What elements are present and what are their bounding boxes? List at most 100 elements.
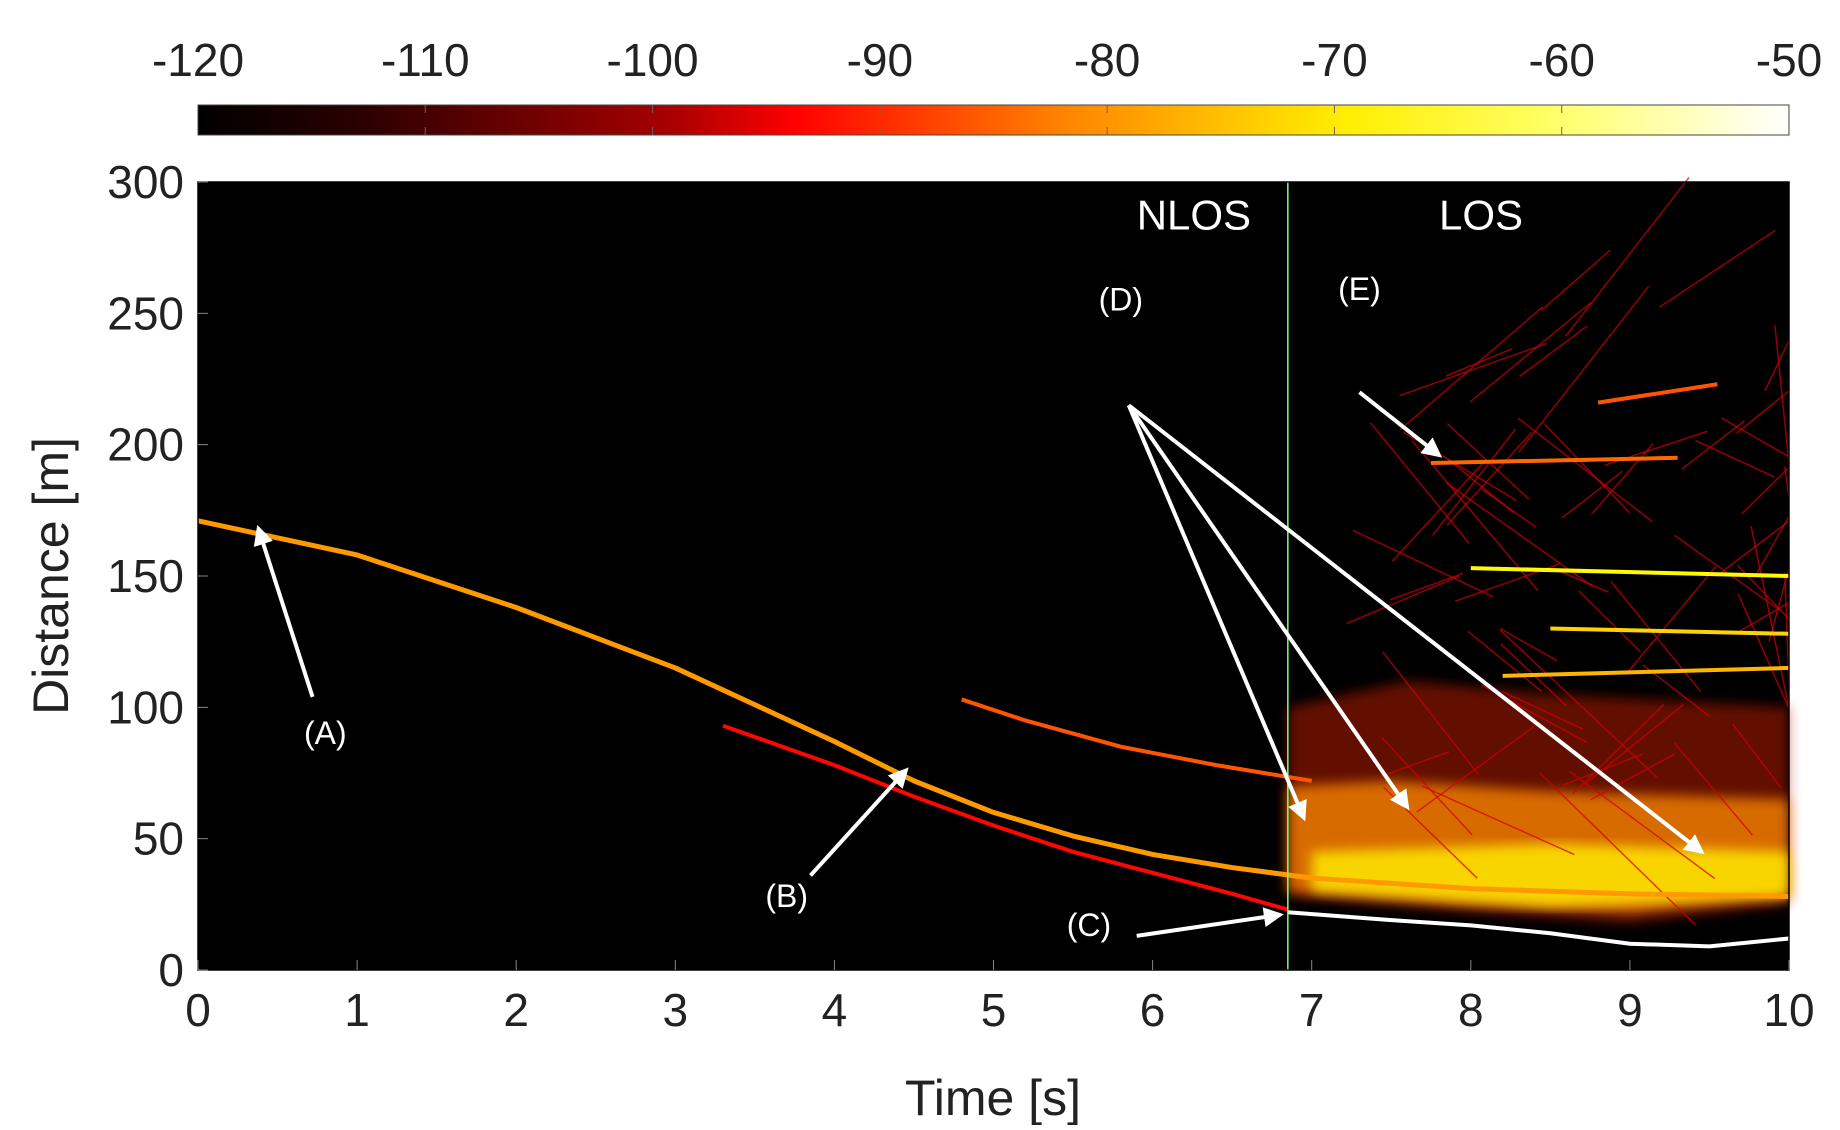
scatter-streak	[1590, 443, 1654, 515]
colorbar-tick-label: -90	[847, 34, 913, 86]
y-tick-label: 250	[107, 287, 184, 339]
scatter-streak	[1658, 229, 1776, 308]
annotation-label: (A)	[304, 715, 347, 751]
annotation-label: (C)	[1067, 907, 1111, 943]
trace-horizontal-E4	[1550, 626, 1790, 636]
colorbar-tick-label: -120	[152, 34, 244, 86]
scatter-streak	[1352, 529, 1494, 598]
colorbar-ticks: -120 -110 -100 -90 -80 -70 -60 -50	[152, 34, 1822, 135]
scatter-streak	[1673, 742, 1753, 836]
colorbar-tick-label: -50	[1756, 34, 1822, 86]
scatter-streak	[1578, 590, 1641, 652]
scatter-streak	[1391, 459, 1487, 562]
annotation-label: (E)	[1338, 271, 1381, 307]
colorbar-tick-label: -80	[1074, 34, 1140, 86]
scatter-streak	[1380, 751, 1450, 778]
scatter-streak	[1681, 420, 1745, 471]
y-tick-label: 0	[158, 944, 184, 996]
scatter-streak	[1469, 301, 1592, 403]
scatter-streak	[1382, 651, 1480, 776]
region-labels: NLOS LOS	[1137, 191, 1523, 238]
annotation-label: (D)	[1099, 282, 1143, 318]
annotation-arrow	[253, 524, 315, 698]
trace-horizontal-E1	[1430, 455, 1678, 466]
annotation-arrow	[1127, 404, 1410, 811]
scatter-streak	[1381, 737, 1473, 836]
scatter-streak	[1737, 593, 1790, 709]
scatter-streak	[1736, 390, 1790, 434]
annotation-arrow	[809, 767, 909, 877]
x-axis-label: Time [s]	[905, 1070, 1081, 1125]
trace-faint-reflection	[722, 723, 1289, 912]
trace-horizontal-E2	[1597, 382, 1718, 405]
scatter-streak	[1590, 753, 1675, 801]
scatter-streak	[1499, 627, 1558, 662]
x-tick-label: 5	[981, 984, 1007, 1036]
annotation-arrow	[1136, 907, 1284, 938]
scatter-streak	[1560, 570, 1609, 593]
y-tick-label: 200	[107, 419, 184, 471]
y-tick-label: 150	[107, 550, 184, 602]
scatter-streak	[1695, 439, 1775, 478]
x-tick-label: 7	[1299, 984, 1325, 1036]
annotations: (A) (B) (C) (D) (E)	[253, 271, 1705, 943]
scatter-streak	[1716, 520, 1790, 577]
trace-horizontal-E5	[1502, 665, 1790, 678]
scatter-streak	[1539, 772, 1697, 926]
colorbar-tick-label: -110	[381, 34, 470, 86]
scatter-streak	[1518, 285, 1650, 453]
scatter-streak	[1499, 629, 1658, 778]
scatter-streak	[1421, 785, 1575, 856]
scatter-streak	[1517, 417, 1654, 523]
scatter-streak	[1565, 177, 1690, 337]
annotation-arrow	[1358, 390, 1443, 458]
scatter-streak	[1389, 572, 1464, 601]
scatter-streak	[1411, 440, 1539, 591]
scatter-streak	[1732, 724, 1782, 789]
y-tick-label: 50	[133, 813, 184, 865]
los-hot-core	[1311, 843, 1789, 907]
scatter-streak	[1399, 342, 1548, 397]
scatter-streak	[1432, 428, 1517, 536]
scatter-streak	[1519, 325, 1588, 377]
trace-direct-path	[197, 518, 1790, 899]
x-tick-label: 0	[185, 984, 211, 1036]
scatter-streak	[1572, 704, 1665, 795]
scatter-streak	[1399, 306, 1544, 431]
annotation-arrow	[1126, 404, 1307, 822]
scatter-streak	[1481, 488, 1537, 528]
colorbar-tick-label: -100	[607, 34, 699, 86]
scatter-streak	[1416, 725, 1535, 813]
x-tick-label: 3	[663, 984, 689, 1036]
region-label-los: LOS	[1439, 191, 1523, 238]
x-tick-label: 9	[1617, 984, 1643, 1036]
scatter-streak	[1774, 325, 1790, 465]
scatter-streak	[1741, 466, 1790, 515]
scatter-streak	[1750, 525, 1790, 709]
trace-horizontal-E3	[1470, 566, 1790, 578]
x-tick-label: 2	[503, 984, 529, 1036]
heatmap-traces	[197, 382, 1790, 949]
trace-upper-branch	[961, 697, 1313, 783]
scatter-streak	[1738, 602, 1790, 633]
x-tick-label: 4	[822, 984, 848, 1036]
x-tick-label: 10	[1763, 984, 1814, 1036]
scatter-streak	[1501, 690, 1583, 730]
y-tick-label: 100	[107, 681, 184, 733]
scatter-streak	[1568, 770, 1716, 880]
scatter-streak	[1446, 431, 1533, 526]
trace-ground-reflection	[1287, 910, 1790, 949]
colorbar-tick-label: -70	[1301, 34, 1367, 86]
scatter-streak	[1369, 422, 1470, 544]
x-tick-label: 1	[344, 984, 370, 1036]
scatter-streak	[1754, 515, 1790, 577]
x-tick-label: 8	[1458, 984, 1484, 1036]
annotation-label: (B)	[765, 878, 808, 914]
region-label-nlos: NLOS	[1137, 191, 1251, 238]
y-tick-label: 300	[107, 156, 184, 208]
colorbar-tick-label: -60	[1528, 34, 1594, 86]
los-scatter-energy	[1287, 177, 1790, 926]
